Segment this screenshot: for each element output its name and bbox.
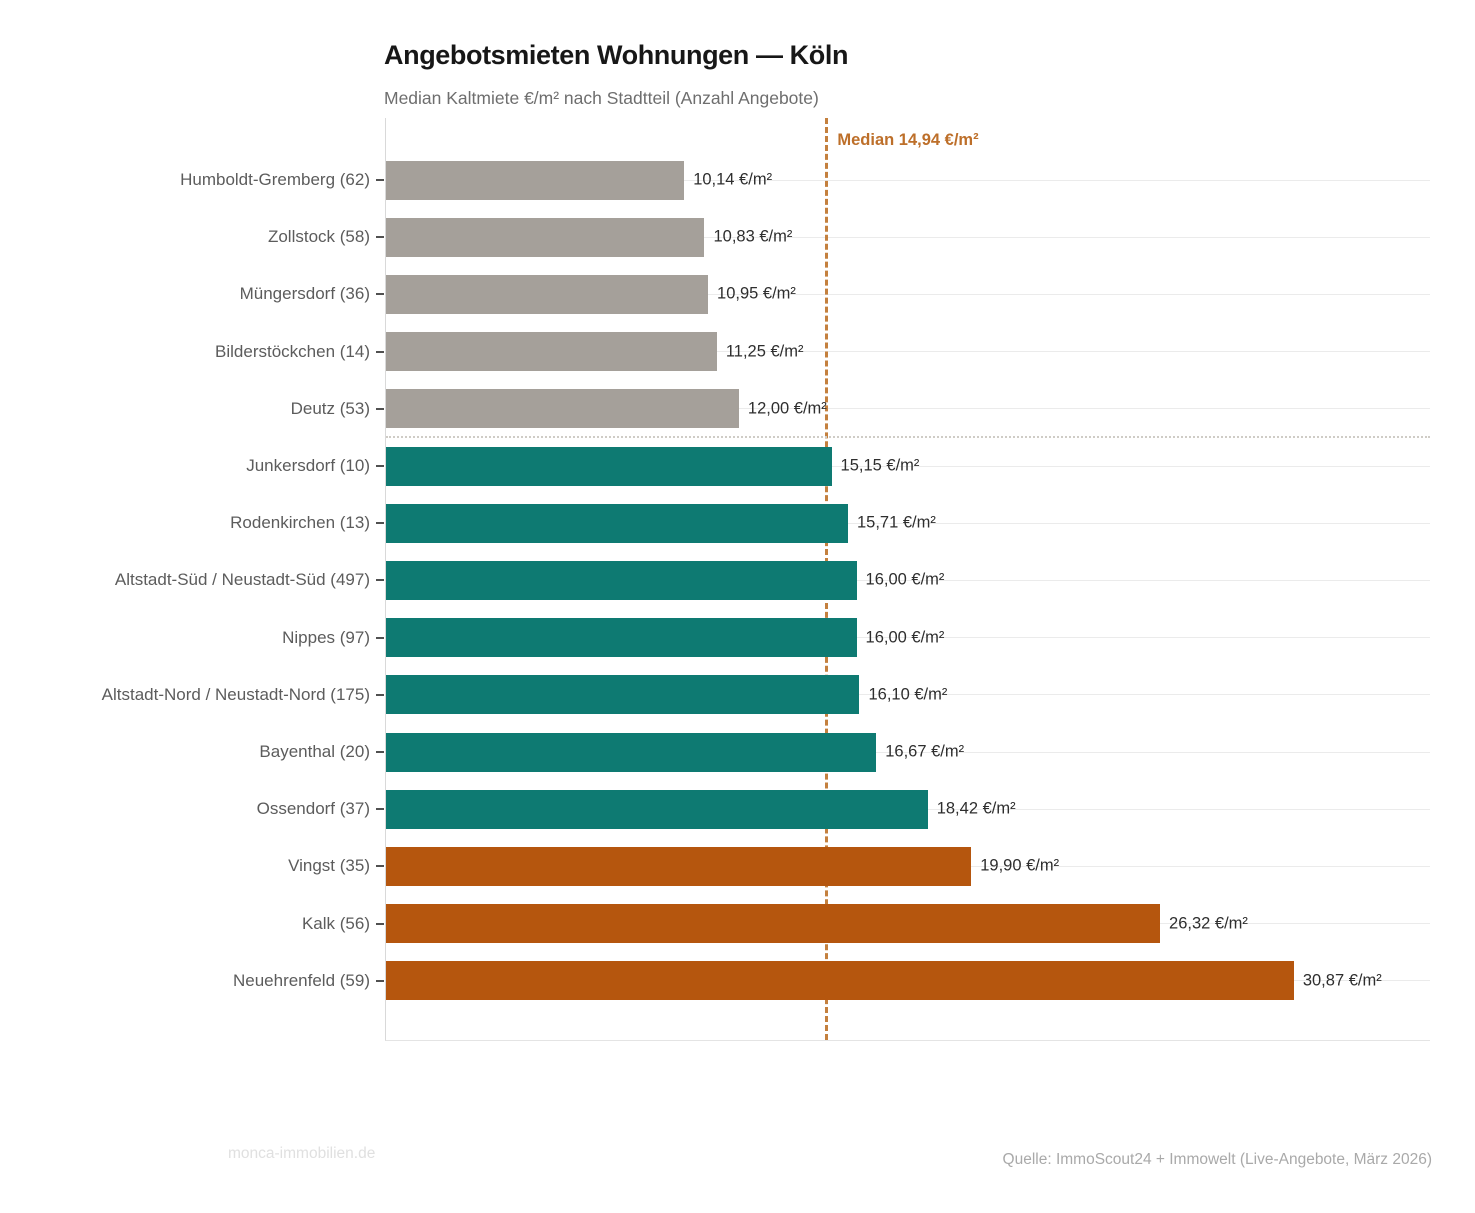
bar xyxy=(386,274,709,314)
category-label: Junkersdorf (10) xyxy=(246,456,370,475)
gridline xyxy=(386,293,1430,295)
y-axis-tick xyxy=(376,922,384,925)
bar xyxy=(386,503,848,543)
gridline xyxy=(386,179,1430,181)
category-label: Bayenthal (20) xyxy=(259,742,370,761)
median-label: Median 14,94 €/m² xyxy=(837,131,979,149)
bar xyxy=(386,846,972,886)
chart-title: Angebotsmieten Wohnungen — Köln xyxy=(384,40,849,70)
bar xyxy=(386,446,832,486)
bar xyxy=(386,904,1161,944)
gridline xyxy=(386,637,1430,639)
value-label: 10,14 €/m² xyxy=(693,170,773,189)
value-label: 12,00 €/m² xyxy=(747,399,827,418)
y-axis-tick xyxy=(376,751,384,753)
value-label: 16,00 €/m² xyxy=(865,628,945,647)
gridline xyxy=(386,351,1430,353)
y-axis-tick xyxy=(376,407,384,410)
gridline xyxy=(386,694,1430,696)
gridline xyxy=(386,408,1430,410)
bar xyxy=(386,160,685,200)
watermark: monca-immobilien.de xyxy=(228,1145,376,1162)
value-label: 10,95 €/m² xyxy=(717,284,796,303)
category-label: Bilderstöckchen (14) xyxy=(215,341,370,361)
y-axis-tick xyxy=(376,350,384,353)
category-label: Altstadt-Süd / Neustadt-Süd (497) xyxy=(114,570,370,590)
category-label: Kalk (56) xyxy=(301,913,370,933)
value-label: 19,90 €/m² xyxy=(980,856,1060,875)
bar xyxy=(386,560,857,600)
y-axis-tick xyxy=(376,693,384,696)
chart-subtitle: Median Kaltmiete €/m² nach Stadtteil (An… xyxy=(384,88,819,108)
y-axis-tick xyxy=(376,579,384,582)
category-label: Rodenkirchen (13) xyxy=(230,513,370,533)
bar xyxy=(386,389,739,429)
category-label: Altstadt-Nord / Neustadt-Nord (175) xyxy=(101,684,370,704)
y-axis-tick xyxy=(376,522,384,525)
group-separator-line xyxy=(386,436,1430,439)
y-axis-tick xyxy=(376,636,384,639)
gridline xyxy=(386,751,1430,753)
y-axis-tick xyxy=(376,293,384,296)
value-label: 30,87 €/m² xyxy=(1302,971,1382,990)
value-label: 16,10 €/m² xyxy=(868,685,948,704)
bar xyxy=(386,961,1294,1001)
category-label: Nippes (97) xyxy=(282,627,370,647)
category-label: Zollstock (58) xyxy=(267,227,370,247)
y-axis-tick xyxy=(376,465,384,467)
value-label: 11,25 €/m² xyxy=(725,342,804,361)
plot-area: Median 14,94 €/m² Humboldt-Gremberg (62)… xyxy=(102,118,1430,1041)
bar xyxy=(386,789,928,829)
category-label: Ossendorf (37) xyxy=(256,799,370,819)
y-axis-tick xyxy=(376,179,384,181)
value-label: 15,15 €/m² xyxy=(840,456,920,475)
category-label: Müngersdorf (36) xyxy=(239,284,370,304)
gridline xyxy=(386,236,1430,238)
y-axis-tick xyxy=(376,236,384,239)
category-label: Humboldt-Gremberg (62) xyxy=(180,170,370,189)
value-label: 26,32 €/m² xyxy=(1169,914,1248,933)
category-label: Deutz (53) xyxy=(290,398,370,418)
category-label: Neuehrenfeld (59) xyxy=(232,970,370,990)
bar xyxy=(386,732,877,772)
source-note: Quelle: ImmoScout24 + Immowelt (Live-Ang… xyxy=(1002,1151,1432,1168)
bar xyxy=(386,217,705,257)
gridline xyxy=(386,522,1430,524)
bar xyxy=(386,618,857,658)
category-label: Vingst (35) xyxy=(288,856,370,876)
value-label: 15,71 €/m² xyxy=(857,513,936,532)
value-label: 16,67 €/m² xyxy=(885,742,965,761)
y-axis-tick xyxy=(376,808,384,811)
y-axis-tick xyxy=(376,865,384,868)
value-label: 10,83 €/m² xyxy=(713,227,793,246)
gridline xyxy=(386,579,1430,581)
value-label: 16,00 €/m² xyxy=(865,570,945,589)
y-axis-tick xyxy=(376,979,384,982)
bar xyxy=(386,332,717,372)
value-label: 18,42 €/m² xyxy=(936,799,1016,818)
gridline xyxy=(386,465,1430,467)
bar xyxy=(386,675,860,715)
